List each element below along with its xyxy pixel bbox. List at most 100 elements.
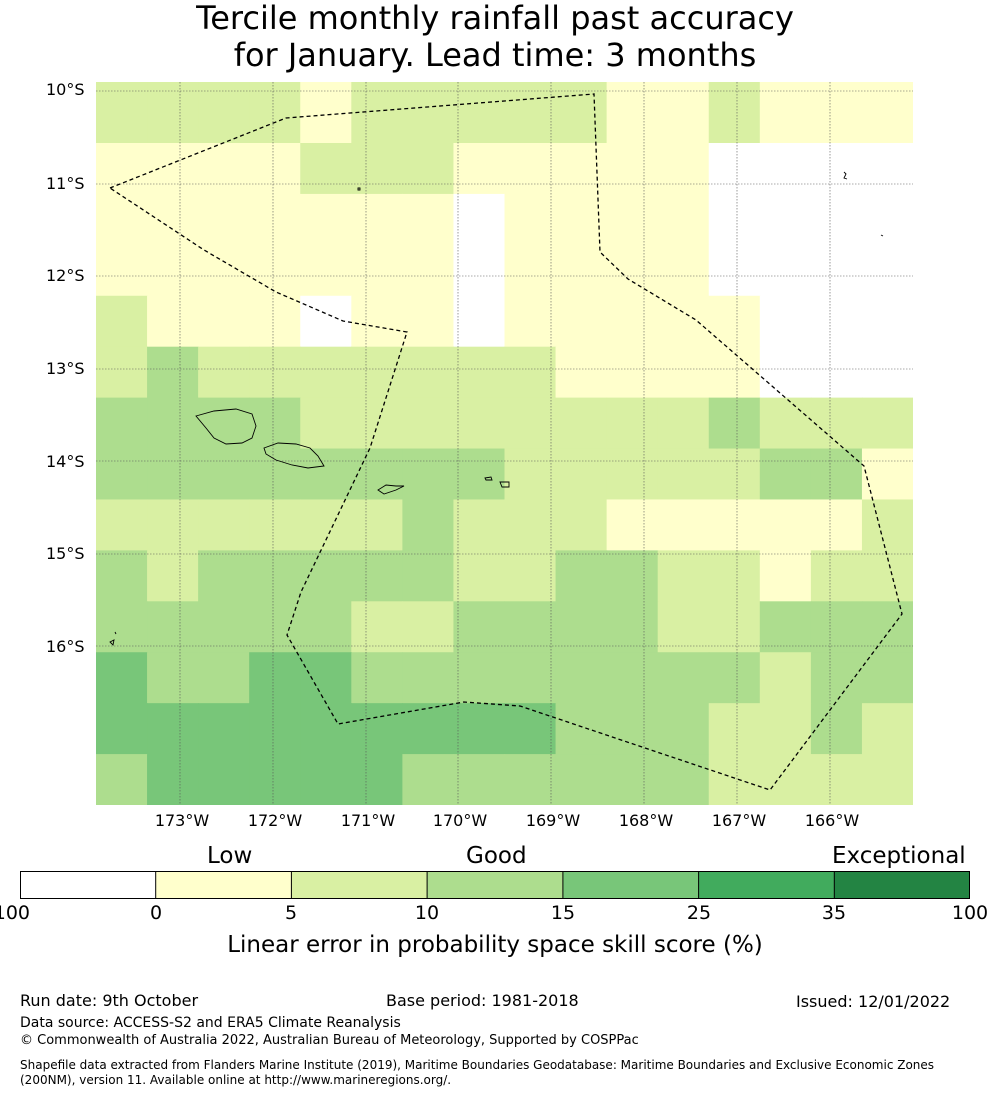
eez-boundary — [108, 93, 903, 791]
grid-cell — [300, 499, 352, 551]
grid-cell — [147, 295, 199, 348]
grid-cell — [453, 295, 506, 348]
grid-cell — [249, 193, 301, 246]
grid-cell — [402, 448, 455, 501]
grid-cell — [300, 397, 352, 450]
grid-cell — [147, 754, 199, 805]
grid-cell — [504, 754, 557, 805]
grid-cell — [657, 397, 710, 450]
grid-cell — [96, 244, 148, 297]
colorbar-tick-35: 35 — [821, 902, 847, 924]
grid-cell — [351, 448, 403, 501]
lon-label-172w: 172°W — [247, 811, 303, 830]
colorbar-tick-0: 0 — [149, 902, 163, 924]
savaii-island — [195, 408, 257, 445]
map-svg — [96, 82, 913, 805]
grid-cell — [96, 295, 148, 348]
grid-cell — [657, 499, 710, 551]
grid-cell — [657, 346, 710, 399]
grid-cell — [453, 601, 506, 653]
lat-label-12s: 12°S — [46, 266, 85, 285]
grid-cell — [249, 448, 301, 501]
grid-cell — [759, 703, 812, 755]
lon-label-169w: 169°W — [525, 811, 581, 830]
grid-cell — [657, 448, 710, 501]
data-source: Data source: ACCESS-S2 and ERA5 Climate … — [20, 1015, 401, 1031]
grid-cell — [555, 346, 608, 399]
grid-cell — [96, 601, 148, 653]
graticule — [96, 82, 913, 805]
grid-cell — [759, 550, 812, 602]
lon-label-170w: 170°W — [432, 811, 488, 830]
niuafoou-island — [109, 631, 117, 646]
grid-cell — [198, 550, 250, 602]
grid-cell — [657, 295, 710, 348]
grid-cell — [198, 397, 250, 450]
grid-cell — [759, 193, 812, 246]
grid-cell — [708, 652, 761, 704]
grid-cell — [402, 754, 455, 805]
copyright-notice: © Commonwealth of Australia 2022, Austra… — [20, 1033, 639, 1048]
grid-cell — [402, 244, 455, 297]
grid-cell — [147, 499, 199, 551]
grid-cell — [606, 143, 659, 195]
grid-cell — [453, 448, 506, 501]
grid-cell — [198, 244, 250, 297]
lat-label-11s: 11°S — [46, 174, 85, 193]
grid-cell — [759, 652, 812, 704]
grid-cell — [453, 397, 506, 450]
map-area[interactable] — [96, 82, 913, 805]
lat-label-13s: 13°S — [46, 359, 85, 378]
grid-cell — [147, 601, 199, 653]
grid-cell — [96, 652, 148, 704]
grid-cell — [351, 82, 403, 144]
grid-cell — [759, 346, 812, 399]
grid-cell — [147, 193, 199, 246]
colorbar-swatch-15-25 — [562, 871, 699, 899]
grid-cell — [249, 295, 301, 348]
grid-cell — [708, 601, 761, 653]
grid-cell — [504, 499, 557, 551]
lat-label-10s: 10°S — [46, 80, 85, 99]
grid-cell — [300, 82, 352, 144]
lat-label-14s: 14°S — [46, 452, 85, 471]
grid-cell — [759, 143, 812, 195]
lat-label-16s: 16°S — [46, 637, 85, 656]
grid-cell — [198, 143, 250, 195]
ofu-olosega-island — [484, 476, 493, 481]
grid-cell — [810, 652, 863, 704]
grid-cell — [402, 193, 455, 246]
grid-cell — [708, 754, 761, 805]
grid-cell — [606, 448, 659, 501]
grid-cell — [708, 703, 761, 755]
grid-cell — [351, 754, 403, 805]
grid-cell — [351, 499, 403, 551]
grid-cell — [555, 397, 608, 450]
grid-cell — [147, 652, 199, 704]
grid-cell — [606, 754, 659, 805]
grid-cell — [96, 448, 148, 501]
grid-cell — [249, 244, 301, 297]
grid-cell — [861, 143, 913, 195]
grid-cell — [402, 550, 455, 602]
grid-cell — [759, 244, 812, 297]
grid-cell — [504, 601, 557, 653]
grid-cell — [861, 397, 913, 450]
grid-cell — [504, 550, 557, 602]
grid-cell — [453, 703, 506, 755]
grid-cell — [300, 143, 352, 195]
grid-cell — [708, 193, 761, 246]
grid-cell — [861, 82, 913, 144]
swains-island — [357, 187, 361, 191]
grid-cell — [504, 193, 557, 246]
grid-cell — [810, 82, 863, 144]
grid-cell — [249, 601, 301, 653]
grid-cell — [351, 346, 403, 399]
grid-cell — [555, 448, 608, 501]
grid-cell — [147, 82, 199, 144]
colorbar-swatch-5-10 — [291, 871, 428, 899]
grid-cell — [810, 499, 863, 551]
grid-cell — [351, 601, 403, 653]
grid-cell — [555, 601, 608, 653]
grid-cell — [606, 346, 659, 399]
